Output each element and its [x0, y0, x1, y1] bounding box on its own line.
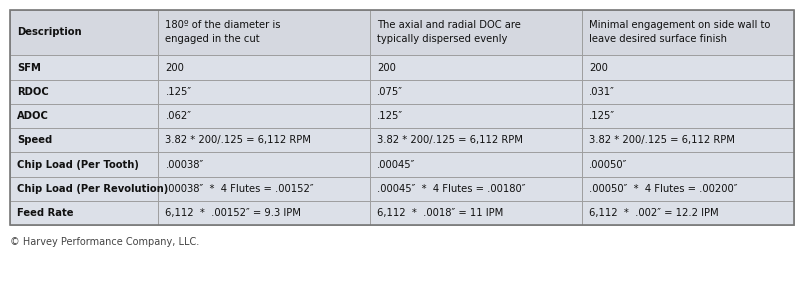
- Text: Description: Description: [17, 27, 82, 37]
- Bar: [10, 177, 158, 201]
- Text: 200: 200: [589, 62, 608, 73]
- Text: .125″: .125″: [377, 111, 403, 121]
- Bar: [10, 128, 158, 152]
- Bar: [158, 177, 370, 201]
- Bar: [158, 55, 370, 80]
- Text: .00045″: .00045″: [377, 159, 415, 170]
- Text: RDOC: RDOC: [17, 87, 49, 97]
- Text: .075″: .075″: [377, 87, 403, 97]
- Text: 6,112  *  .00152″ = 9.3 IPM: 6,112 * .00152″ = 9.3 IPM: [166, 208, 302, 218]
- Text: Minimal engagement on side wall to
leave desired surface finish: Minimal engagement on side wall to leave…: [589, 20, 770, 44]
- Bar: [158, 201, 370, 225]
- Text: .00038″: .00038″: [166, 159, 204, 170]
- Bar: [158, 80, 370, 104]
- Text: .00045″  *  4 Flutes = .00180″: .00045″ * 4 Flutes = .00180″: [377, 184, 526, 194]
- Bar: [582, 55, 794, 80]
- Text: 200: 200: [166, 62, 184, 73]
- Text: 180º of the diameter is
engaged in the cut: 180º of the diameter is engaged in the c…: [166, 20, 281, 44]
- Bar: [158, 128, 370, 152]
- Bar: [158, 152, 370, 177]
- Bar: [158, 104, 370, 128]
- Text: 200: 200: [377, 62, 396, 73]
- Text: 6,112  *  .002″ = 12.2 IPM: 6,112 * .002″ = 12.2 IPM: [589, 208, 718, 218]
- Bar: [370, 177, 582, 201]
- Bar: [10, 152, 158, 177]
- Text: ADOC: ADOC: [17, 111, 49, 121]
- Text: .00050″  *  4 Flutes = .00200″: .00050″ * 4 Flutes = .00200″: [589, 184, 738, 194]
- Text: .031″: .031″: [589, 87, 615, 97]
- Bar: [370, 10, 582, 55]
- Text: Speed: Speed: [17, 135, 52, 145]
- Text: .00038″  *  4 Flutes = .00152″: .00038″ * 4 Flutes = .00152″: [166, 184, 314, 194]
- Text: SFM: SFM: [17, 62, 41, 73]
- Bar: [582, 128, 794, 152]
- Bar: [370, 152, 582, 177]
- Bar: [10, 10, 794, 225]
- Text: The axial and radial DOC are
typically dispersed evenly: The axial and radial DOC are typically d…: [377, 20, 521, 44]
- Text: 3.82 * 200/.125 = 6,112 RPM: 3.82 * 200/.125 = 6,112 RPM: [166, 135, 311, 145]
- Bar: [582, 152, 794, 177]
- Text: .062″: .062″: [166, 111, 191, 121]
- Text: Feed Rate: Feed Rate: [17, 208, 74, 218]
- Text: Chip Load (Per Tooth): Chip Load (Per Tooth): [17, 159, 138, 170]
- Bar: [370, 201, 582, 225]
- Bar: [10, 80, 158, 104]
- Bar: [582, 201, 794, 225]
- Text: 6,112  *  .0018″ = 11 IPM: 6,112 * .0018″ = 11 IPM: [377, 208, 503, 218]
- Text: 3.82 * 200/.125 = 6,112 RPM: 3.82 * 200/.125 = 6,112 RPM: [589, 135, 735, 145]
- Bar: [370, 55, 582, 80]
- Bar: [10, 10, 158, 55]
- Bar: [10, 104, 158, 128]
- Text: .00050″: .00050″: [589, 159, 627, 170]
- Bar: [582, 177, 794, 201]
- Bar: [370, 80, 582, 104]
- Bar: [10, 201, 158, 225]
- Text: Chip Load (Per Revolution): Chip Load (Per Revolution): [17, 184, 168, 194]
- Text: .125″: .125″: [589, 111, 615, 121]
- Bar: [582, 104, 794, 128]
- Bar: [370, 104, 582, 128]
- Text: © Harvey Performance Company, LLC.: © Harvey Performance Company, LLC.: [10, 237, 199, 247]
- Bar: [370, 128, 582, 152]
- Text: 3.82 * 200/.125 = 6,112 RPM: 3.82 * 200/.125 = 6,112 RPM: [377, 135, 523, 145]
- Bar: [158, 10, 370, 55]
- Bar: [582, 80, 794, 104]
- Bar: [10, 55, 158, 80]
- Text: .125″: .125″: [166, 87, 191, 97]
- Bar: [582, 10, 794, 55]
